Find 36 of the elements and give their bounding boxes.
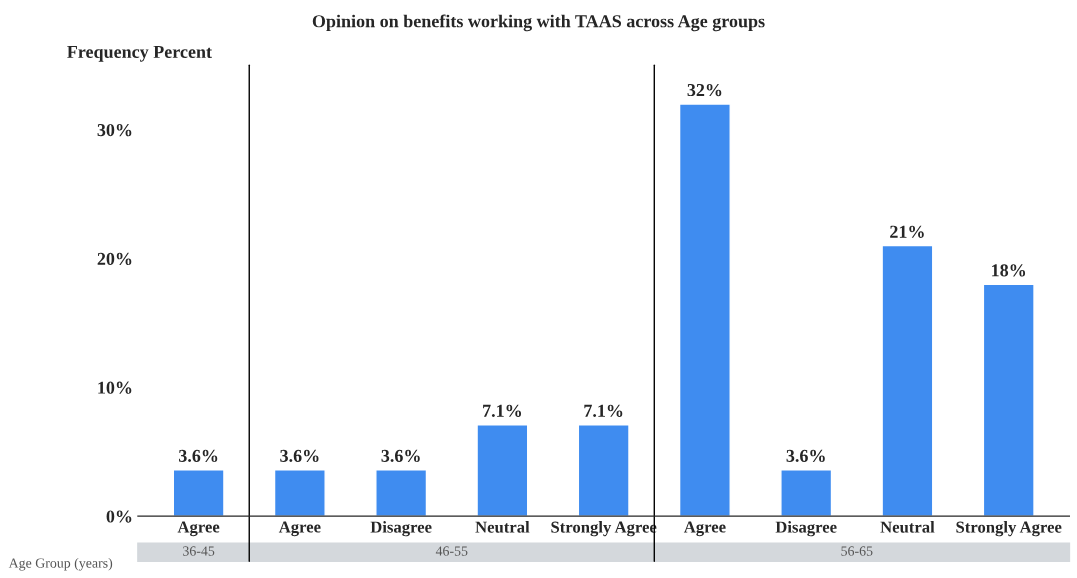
x-tick-label: Strongly Agree bbox=[956, 521, 1062, 537]
bar bbox=[476, 424, 529, 517]
bar bbox=[375, 469, 428, 517]
bar bbox=[577, 424, 630, 517]
data-label: 21% bbox=[890, 225, 924, 238]
data-label: 32% bbox=[687, 83, 722, 97]
text: 46-55 bbox=[435, 546, 468, 556]
data-label: 3.6% bbox=[381, 449, 420, 463]
x-tick-label: Neutral bbox=[475, 521, 530, 533]
x-tick-label: Disagree bbox=[370, 521, 432, 537]
x-tick-label: Agree bbox=[278, 521, 321, 537]
data-label: 7.1% bbox=[483, 404, 522, 417]
data-label: 7.1% bbox=[584, 404, 623, 417]
data-label: 18% bbox=[992, 264, 1026, 277]
x-tick-label: Neutral bbox=[880, 521, 935, 533]
y-tick-label: 20% bbox=[97, 252, 132, 266]
y-tick-label: 0% bbox=[106, 510, 132, 523]
bar bbox=[678, 103, 731, 517]
y-tick-label: 10% bbox=[98, 381, 132, 394]
bar bbox=[273, 469, 326, 517]
bar bbox=[780, 469, 833, 517]
data-label: 3.6% bbox=[178, 449, 218, 463]
chart-title: Opinion on benefits working with TAAS across Age groups bbox=[312, 14, 765, 32]
x-tick-label: Agree bbox=[177, 521, 220, 537]
y-tick-label: 30% bbox=[97, 123, 132, 137]
bar bbox=[881, 244, 934, 517]
bar bbox=[172, 469, 225, 517]
bar bbox=[982, 283, 1035, 517]
x-tick-label: Agree bbox=[683, 521, 726, 537]
text: Age Group (years) bbox=[8, 557, 113, 571]
text: 36-45 bbox=[183, 546, 215, 556]
data-label: 3.6% bbox=[280, 449, 319, 463]
text: 56-65 bbox=[841, 546, 873, 556]
data-label: 3.6% bbox=[786, 449, 825, 463]
y-axis-title: Frequency Percent bbox=[67, 45, 212, 62]
x-tick-label: Disagree bbox=[775, 521, 837, 537]
